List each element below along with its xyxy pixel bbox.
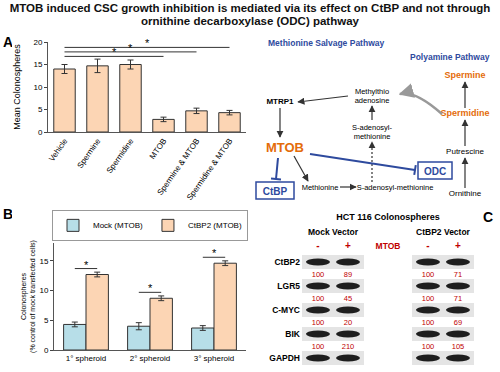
- html-text:MTOB induced CSC growth inhibi: MTOB induced CSC growth inhibition is me…: [9, 2, 491, 27]
- svg-text:Spermine & MTOB: Spermine & MTOB: [156, 137, 202, 197]
- svg-text:*: *: [84, 259, 89, 271]
- svg-text:*: *: [145, 37, 150, 49]
- svg-text:CtBP: CtBP: [263, 186, 288, 197]
- svg-text:100: 100: [422, 270, 435, 279]
- html-text:B: B: [3, 206, 14, 222]
- svg-text:100: 100: [422, 294, 435, 303]
- svg-text:Colonospheres(% control of moc: Colonospheres(% control of mock transfec…: [20, 240, 37, 353]
- svg-text:+: +: [345, 240, 351, 251]
- svg-text:69: 69: [454, 318, 462, 327]
- svg-text:LGR5: LGR5: [277, 281, 300, 291]
- svg-text:MTOB: MTOB: [376, 241, 401, 251]
- svg-text:HCT 116 Colonospheres: HCT 116 Colonospheres: [336, 212, 440, 222]
- svg-text:Spermidine: Spermidine: [105, 136, 136, 175]
- svg-text:Methylthio: Methylthio: [355, 87, 389, 96]
- svg-text:GAPDH: GAPDH: [269, 353, 300, 363]
- svg-text:CtBP2: CtBP2: [274, 257, 300, 267]
- svg-text:S-adenosyl-: S-adenosyl-: [352, 123, 393, 132]
- svg-text:C: C: [483, 209, 493, 225]
- svg-text:Ornithine: Ornithine: [449, 189, 482, 198]
- svg-text:MTRP1: MTRP1: [266, 97, 294, 106]
- svg-text:Polyamine Pathway: Polyamine Pathway: [410, 52, 490, 62]
- svg-text:100: 100: [312, 342, 325, 351]
- svg-text:71: 71: [454, 294, 462, 303]
- svg-text:S-adenosyl-methionine: S-adenosyl-methionine: [357, 183, 434, 192]
- svg-text:Putrescine: Putrescine: [446, 147, 484, 156]
- svg-text:-: -: [426, 240, 429, 251]
- svg-text:71: 71: [454, 270, 462, 279]
- svg-text:Spermidine: Spermidine: [440, 108, 489, 118]
- svg-text:105: 105: [452, 342, 465, 351]
- svg-text:100: 100: [422, 342, 435, 351]
- svg-text:100: 100: [312, 318, 325, 327]
- svg-text:10: 10: [39, 286, 48, 295]
- svg-text:*: *: [128, 42, 133, 54]
- svg-text:ODC: ODC: [424, 166, 446, 177]
- svg-text:1° spheroid: 1° spheroid: [66, 354, 107, 363]
- svg-text:100: 100: [312, 270, 325, 279]
- svg-text:CtBP2 (MTOB): CtBP2 (MTOB): [188, 221, 242, 230]
- svg-text:20: 20: [33, 38, 42, 47]
- svg-text:C-MYC: C-MYC: [272, 305, 300, 315]
- svg-text:Spermine: Spermine: [75, 136, 102, 170]
- svg-text:Mock Vector: Mock Vector: [308, 227, 359, 237]
- svg-text:89: 89: [344, 270, 352, 279]
- svg-text:-: -: [316, 240, 319, 251]
- svg-text:100: 100: [312, 294, 325, 303]
- svg-text:5: 5: [38, 105, 43, 114]
- svg-text:MTOB: MTOB: [266, 140, 304, 155]
- svg-text:15: 15: [33, 60, 42, 69]
- svg-text:45: 45: [344, 294, 352, 303]
- svg-text:100: 100: [422, 318, 435, 327]
- svg-text:20: 20: [344, 318, 352, 327]
- svg-text:+: +: [455, 240, 461, 251]
- svg-text:15: 15: [39, 257, 48, 266]
- svg-text:Mean Colonospheres: Mean Colonospheres: [12, 44, 22, 130]
- svg-text:Vehicle: Vehicle: [47, 136, 69, 163]
- svg-text:5: 5: [44, 316, 49, 325]
- svg-text:*: *: [112, 46, 117, 58]
- svg-text:methionine: methionine: [354, 132, 391, 141]
- svg-text:Spermidine & MTOB: Spermidine & MTOB: [185, 137, 234, 202]
- svg-text:adenosine: adenosine: [355, 96, 390, 105]
- svg-text:10: 10: [33, 83, 42, 92]
- svg-text:210: 210: [342, 342, 355, 351]
- svg-text:2° spheroid: 2° spheroid: [130, 354, 171, 363]
- svg-text:Spermine: Spermine: [444, 70, 485, 80]
- svg-text:Mock (MTOB): Mock (MTOB): [93, 221, 143, 230]
- svg-text:BIK: BIK: [285, 329, 301, 339]
- svg-text:0: 0: [38, 128, 43, 137]
- html-text:A: A: [3, 34, 14, 50]
- svg-text:*: *: [148, 282, 153, 294]
- svg-text:0: 0: [44, 346, 49, 355]
- svg-text:*: *: [212, 247, 217, 259]
- svg-text:3° spheroid: 3° spheroid: [194, 354, 235, 363]
- svg-text:MTOB: MTOB: [148, 137, 169, 161]
- svg-text:CtBP2 Vector: CtBP2 Vector: [416, 227, 471, 237]
- svg-text:Methionine: Methionine: [302, 183, 339, 192]
- svg-text:Methionine Salvage Pathway: Methionine Salvage Pathway: [268, 38, 384, 48]
